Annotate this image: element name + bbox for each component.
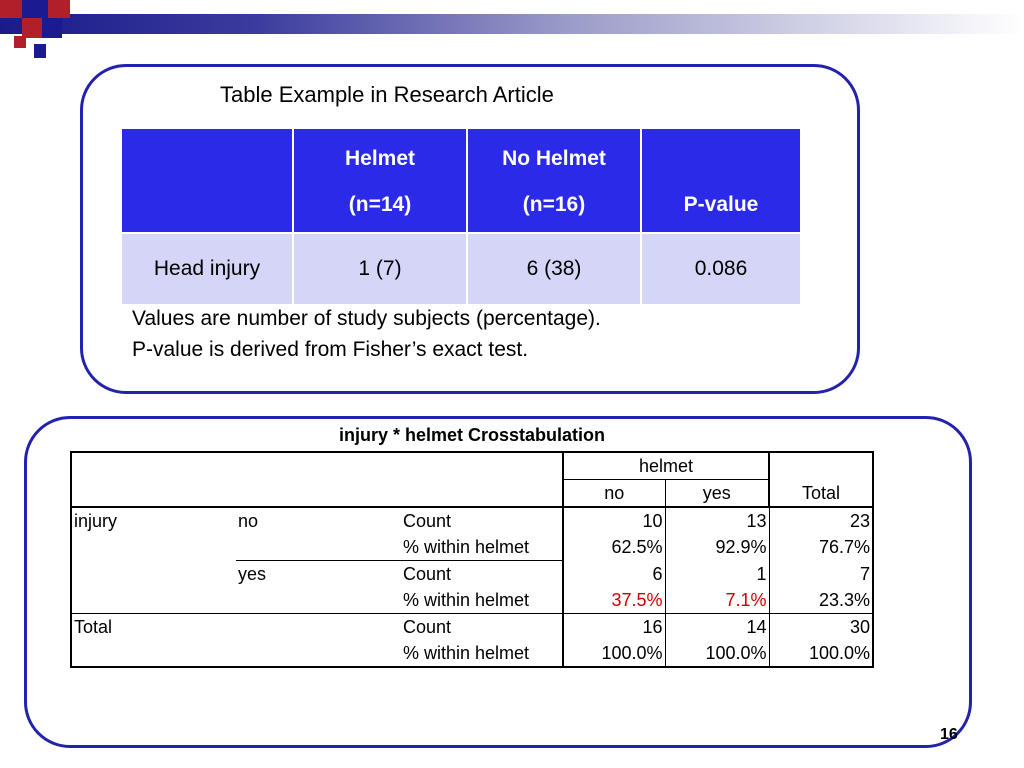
crosstab-table: helmet Total no yes injury no Count 10 1… bbox=[70, 451, 874, 668]
header-p-value-label: P-value bbox=[683, 193, 759, 216]
research-table-title: Table Example in Research Article bbox=[220, 82, 554, 107]
row-helmet-value: 1 (7) bbox=[292, 232, 468, 306]
crosstab-cell: 92.9% bbox=[664, 534, 769, 561]
row-label: Head injury bbox=[120, 232, 294, 306]
crosstab-col-no: no bbox=[562, 479, 665, 507]
table-row: Head injury 1 (7) 6 (38) 0.086 bbox=[120, 232, 802, 306]
crosstab-corner-cell bbox=[71, 452, 563, 507]
research-table-header-row: Helmet (n=14) No Helmet (n=16) P-value bbox=[120, 127, 802, 234]
crosstab-cell: 23.3% bbox=[768, 587, 873, 614]
crosstab-cell: 30 bbox=[768, 613, 873, 640]
table-note-1: Values are number of study subjects (per… bbox=[132, 307, 601, 330]
crosstab-cell: 100.0% bbox=[562, 640, 665, 667]
slide-number: 16 bbox=[940, 726, 958, 743]
crosstab-empty-cell bbox=[71, 534, 236, 561]
table-row: Total Count 16 14 30 bbox=[71, 613, 873, 640]
deco-square-blue bbox=[22, 0, 48, 18]
table-row: % within helmet 100.0% 100.0% 100.0% bbox=[71, 640, 873, 667]
crosstab-col-yes: yes bbox=[664, 479, 769, 507]
crosstab-cell: 6 bbox=[562, 560, 665, 587]
deco-square-navy-2 bbox=[34, 44, 46, 58]
crosstab-sub-label bbox=[236, 534, 401, 561]
crosstab-cell: 10 bbox=[562, 506, 665, 534]
crosstab-cell: 76.7% bbox=[768, 534, 873, 561]
header-no-helmet-n: (n=16) bbox=[522, 193, 586, 216]
crosstab-empty-cell bbox=[71, 587, 236, 614]
deco-square-navy bbox=[42, 18, 62, 38]
header-gradient-bar bbox=[0, 14, 1024, 34]
crosstab-cell: 1 bbox=[664, 560, 769, 587]
crosstab-title: injury * helmet Crosstabulation bbox=[338, 425, 606, 445]
table-note-2: P-value is derived from Fisher’s exact t… bbox=[132, 338, 529, 361]
crosstab-empty-cell bbox=[71, 561, 236, 588]
crosstab-sub-label bbox=[236, 640, 401, 667]
crosstab-cell: 23 bbox=[768, 506, 873, 534]
crosstab-stat-label: % within helmet bbox=[403, 537, 530, 557]
crosstab-cell: 62.5% bbox=[562, 534, 665, 561]
row-no-helmet-value: 6 (38) bbox=[466, 232, 642, 306]
header-helmet-n: (n=14) bbox=[348, 193, 412, 216]
deco-square-red-2 bbox=[48, 0, 70, 18]
table-row: injury no Count 10 13 23 bbox=[71, 506, 873, 534]
crosstab-stat-label: % within helmet bbox=[403, 643, 530, 663]
crosstab-header-row-1: helmet Total bbox=[71, 452, 873, 507]
crosstab-stat-label: Count bbox=[401, 560, 563, 587]
table-row: % within helmet 62.5% 92.9% 76.7% bbox=[71, 534, 873, 561]
deco-square-red bbox=[0, 0, 22, 18]
table-row: % within helmet 37.5% 7.1% 23.3% bbox=[71, 587, 873, 614]
crosstab-stat-label: Count bbox=[401, 613, 563, 640]
crosstab-sub-label bbox=[236, 613, 401, 640]
crosstab-stat-label: % within helmet bbox=[403, 590, 530, 610]
crosstab-stat-label: Count bbox=[401, 506, 563, 534]
research-table: Helmet (n=14) No Helmet (n=16) P-value H… bbox=[120, 127, 802, 306]
crosstab-cell: 7 bbox=[768, 560, 873, 587]
header-helmet-label: Helmet bbox=[344, 147, 416, 170]
header-helmet: Helmet (n=14) bbox=[292, 127, 468, 234]
crosstab-cell-highlight: 7.1% bbox=[664, 587, 769, 614]
header-no-helmet: No Helmet (n=16) bbox=[466, 127, 642, 234]
crosstab-sub-label: no bbox=[236, 506, 401, 534]
crosstab-cell: 100.0% bbox=[664, 640, 769, 667]
header-empty-cell bbox=[120, 127, 294, 234]
crosstab-sub-label bbox=[236, 587, 401, 614]
row-p-value: 0.086 bbox=[640, 232, 802, 306]
crosstab-empty-cell bbox=[71, 640, 236, 667]
deco-square-red-3 bbox=[14, 36, 26, 48]
crosstab-col-total: Total bbox=[768, 452, 873, 507]
deco-square-blue-2 bbox=[22, 18, 42, 38]
crosstab-cell: 100.0% bbox=[768, 640, 873, 667]
crosstab-cell: 13 bbox=[664, 506, 769, 534]
crosstab-col-group: helmet bbox=[562, 452, 769, 480]
crosstab-cell-highlight: 37.5% bbox=[562, 587, 665, 614]
crosstab-header-row-2: no yes bbox=[71, 479, 873, 507]
crosstab-total-label: Total bbox=[71, 613, 236, 640]
table-row: yes Count 6 1 7 bbox=[71, 560, 873, 588]
crosstab-sub-label: yes bbox=[236, 560, 401, 587]
crosstab-cell: 16 bbox=[562, 613, 665, 640]
header-no-helmet-label: No Helmet bbox=[502, 147, 606, 170]
header-p-value: P-value bbox=[640, 127, 802, 234]
crosstab-cell: 14 bbox=[664, 613, 769, 640]
crosstab-injury-label: injury bbox=[71, 506, 236, 534]
